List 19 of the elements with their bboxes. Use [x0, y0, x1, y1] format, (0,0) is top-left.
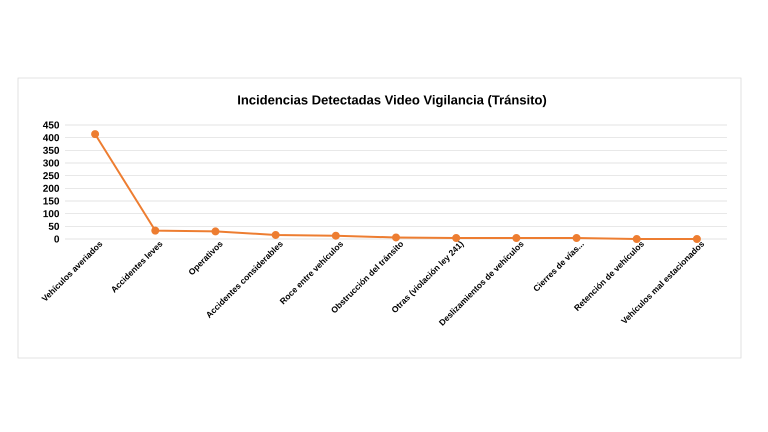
point	[572, 234, 581, 242]
y-tick-label: 100	[43, 210, 60, 218]
point	[332, 232, 340, 240]
y-tick-label: 0	[54, 235, 60, 243]
point	[91, 130, 100, 138]
y-tick-label: 300	[43, 159, 60, 167]
point	[211, 227, 220, 236]
y-tick-label: 400	[42, 134, 60, 142]
point	[392, 233, 400, 242]
y-tick-label: 350	[43, 146, 60, 154]
y-tick-label: 200	[43, 184, 60, 192]
point	[272, 230, 280, 239]
y-tick-label: 250	[43, 172, 60, 180]
y-tick-label: 150	[43, 197, 60, 205]
point	[512, 234, 520, 242]
point	[151, 226, 160, 235]
y-tick-label: 450	[42, 121, 60, 129]
y-tick-label: 50	[48, 222, 60, 230]
chart-title: Incidencias Detectadas Video Vigilancia (Tránsito)	[238, 94, 546, 108]
